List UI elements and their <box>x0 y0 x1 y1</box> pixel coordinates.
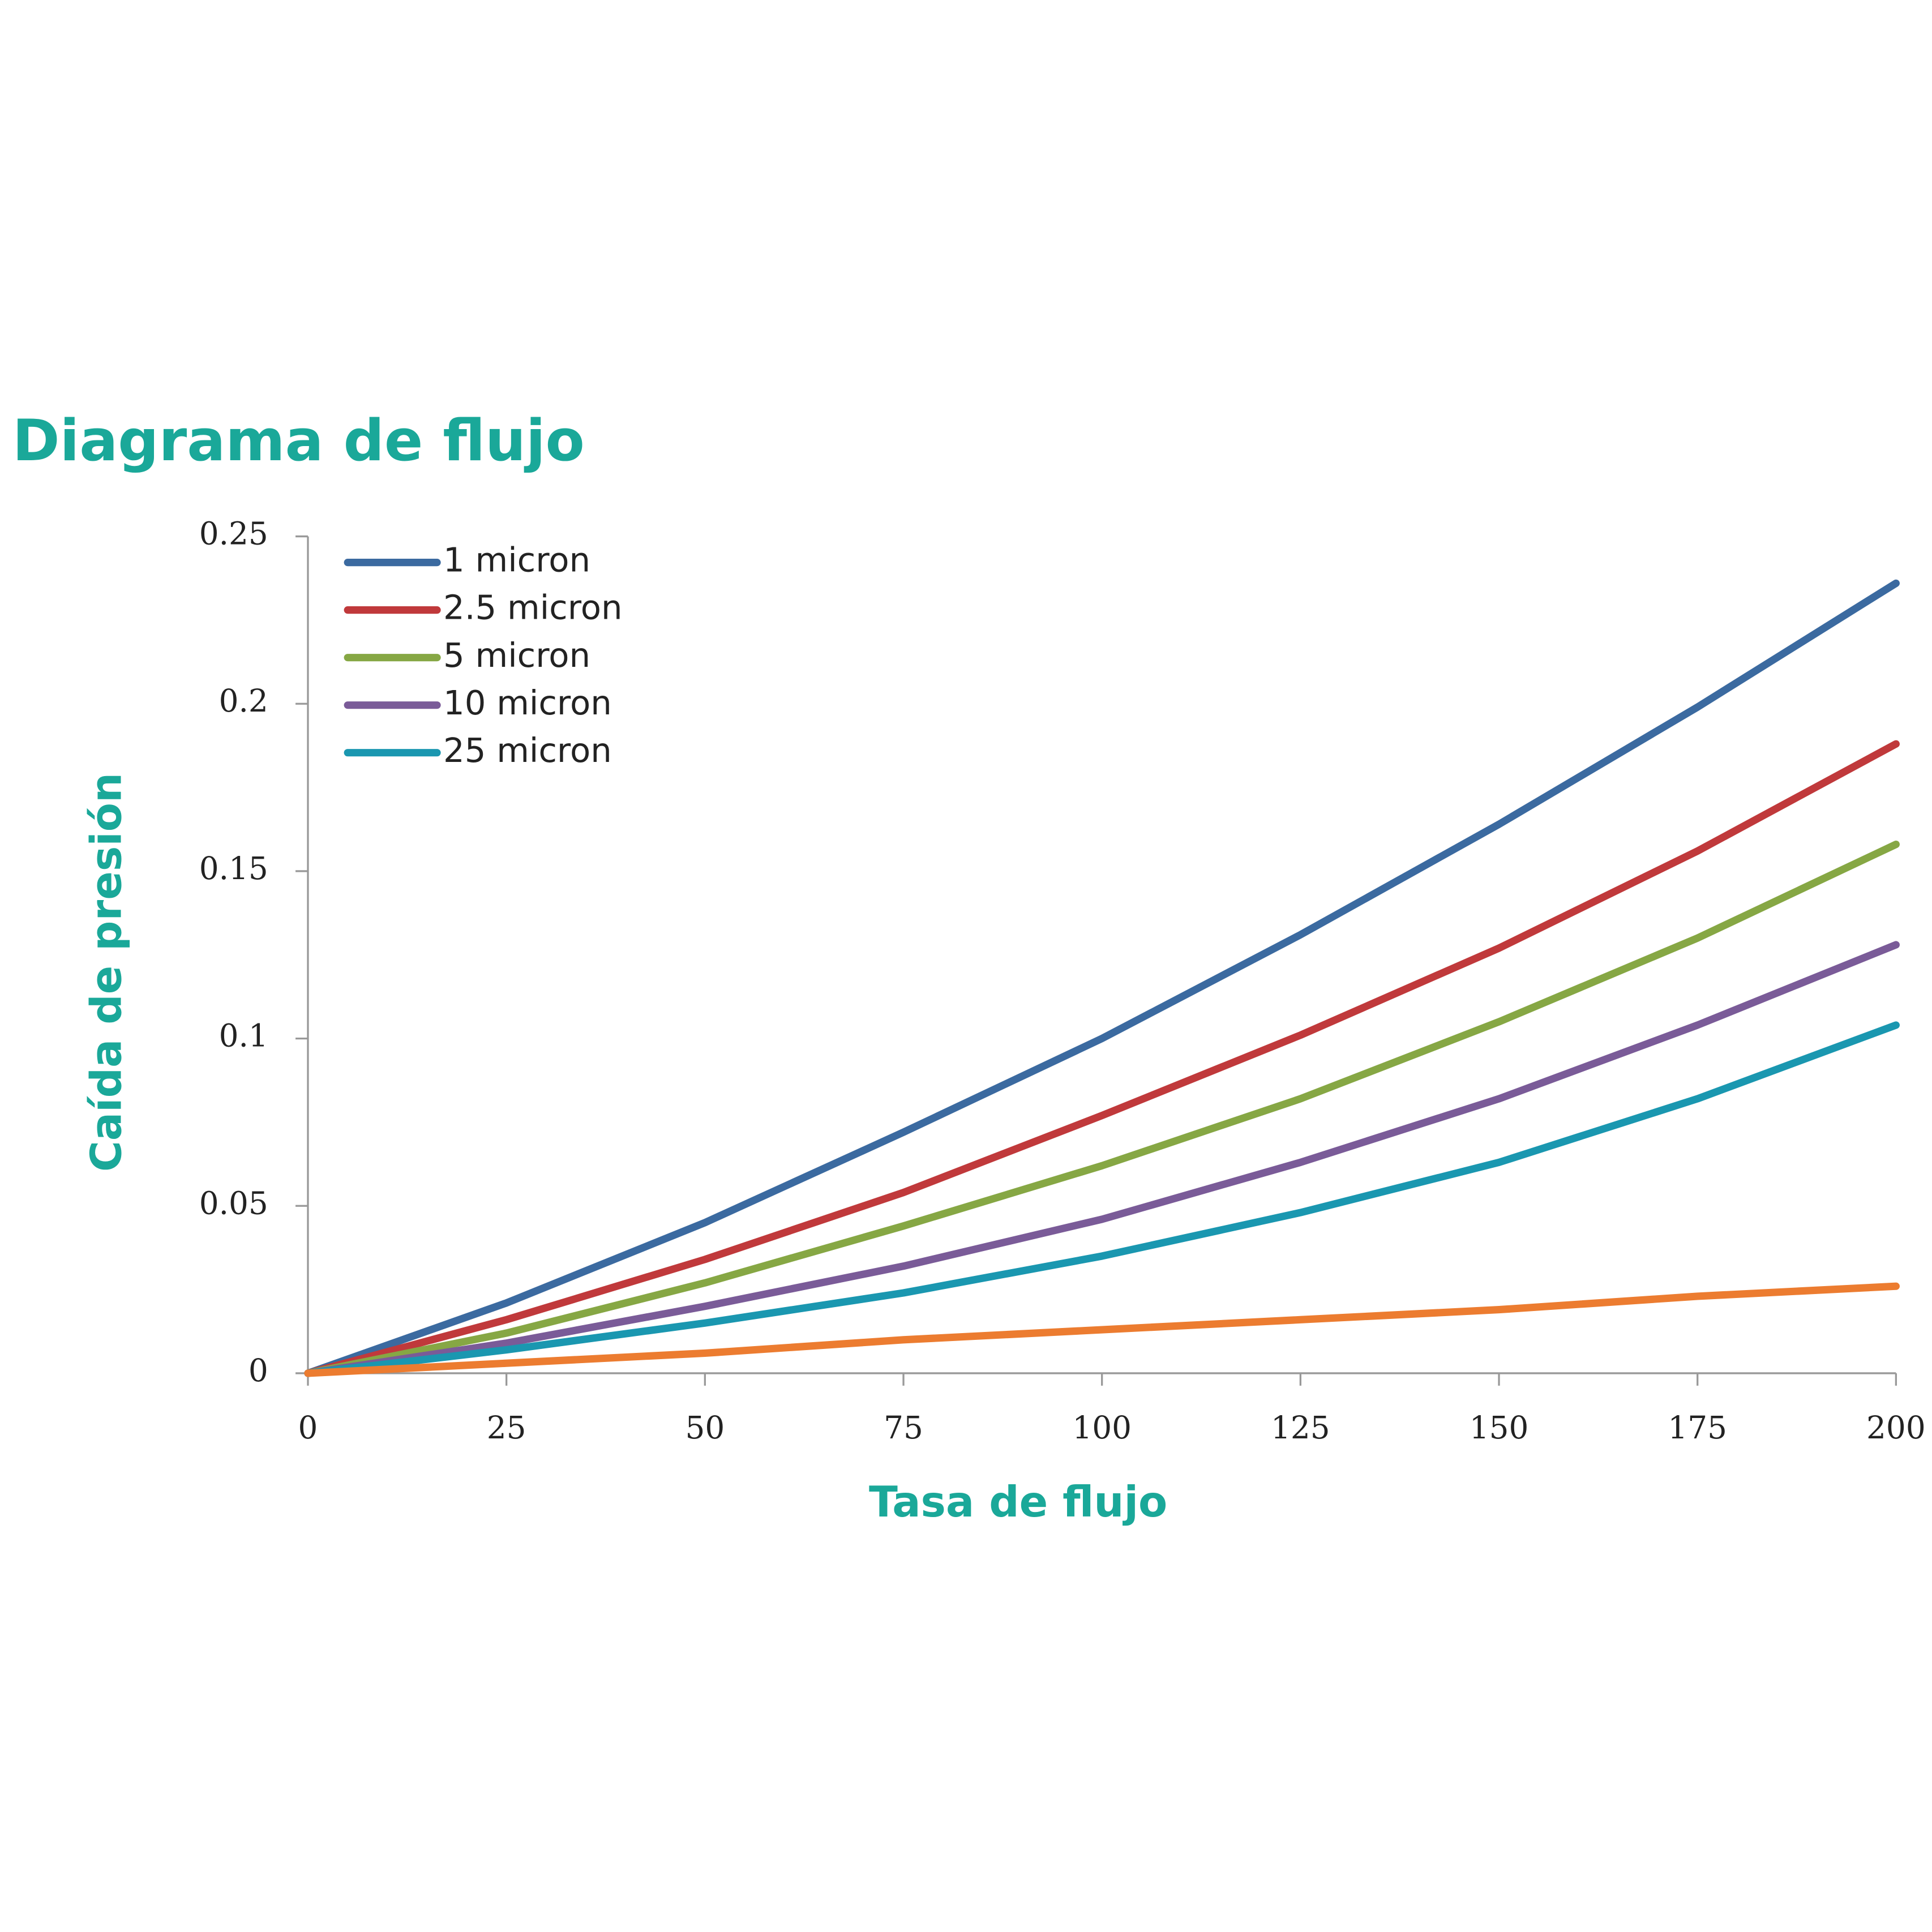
chart-title: Diagrama de flujo <box>12 407 585 474</box>
y-tick-label: 0.1 <box>219 1018 268 1054</box>
legend-label: 2.5 micron <box>443 588 623 627</box>
x-tick-label: 125 <box>1271 1410 1330 1446</box>
x-tick-label: 175 <box>1668 1410 1727 1446</box>
legend-label: 25 micron <box>443 731 612 770</box>
legend-label: 5 micron <box>443 636 590 675</box>
series-line <box>304 1282 1900 1377</box>
x-tick-label: 100 <box>1072 1410 1132 1446</box>
y-tick-label: 0.25 <box>199 516 268 552</box>
y-tick-label: 0 <box>249 1352 268 1389</box>
series-line <box>304 941 1900 1377</box>
series-line <box>304 1021 1900 1377</box>
series-line <box>304 579 1900 1377</box>
x-tick-label: 50 <box>685 1410 725 1446</box>
x-tick-label: 75 <box>884 1410 923 1446</box>
legend-label: 1 micron <box>443 541 590 580</box>
y-axis-label: Caída de presión <box>82 773 131 1172</box>
y-tick-label: 0.2 <box>219 683 268 719</box>
y-tick-label: 0.05 <box>199 1185 268 1221</box>
series-line <box>304 841 1900 1377</box>
x-axis-label: Tasa de flujo <box>869 1477 1167 1527</box>
legend-label: 10 micron <box>443 683 612 722</box>
series-line <box>304 740 1900 1377</box>
x-tick-label: 0 <box>298 1410 318 1446</box>
x-tick-label: 25 <box>487 1410 526 1446</box>
x-tick-label: 200 <box>1866 1410 1926 1446</box>
y-tick-label: 0.15 <box>199 850 268 886</box>
x-tick-label: 150 <box>1470 1410 1529 1446</box>
